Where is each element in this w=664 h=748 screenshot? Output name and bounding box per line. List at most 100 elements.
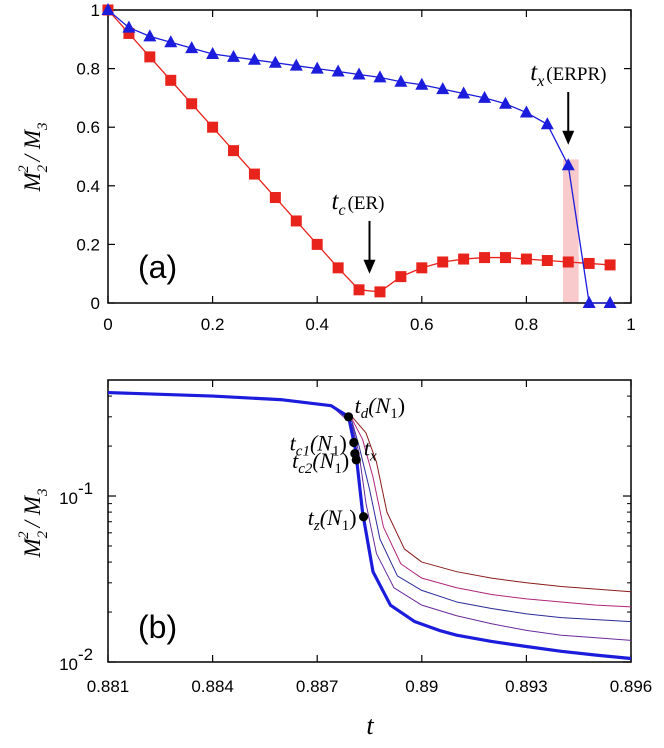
x-tick-label-b: 0.887 bbox=[296, 677, 339, 696]
svg-text:M22/ M3: M22/ M3 bbox=[16, 489, 51, 559]
y-tick-exponent-b: -2 bbox=[78, 645, 93, 664]
marked-point-tc1 bbox=[349, 437, 359, 448]
data-point-ER bbox=[269, 192, 281, 204]
plot-frame-b bbox=[107, 379, 632, 663]
x-tick-label-a: 0.4 bbox=[305, 315, 329, 334]
series-a bbox=[101, 3, 617, 308]
data-point-ER bbox=[437, 256, 449, 268]
data-point-ER bbox=[186, 98, 198, 110]
marked-point-label-tc2: tc2(N1) bbox=[292, 448, 349, 477]
panel-label-b: (b) bbox=[138, 609, 177, 645]
data-point-ERPR bbox=[457, 86, 471, 99]
series-line-curve-4 bbox=[107, 392, 632, 641]
data-point-ERPR bbox=[206, 46, 220, 59]
axis-ticks-a: 0 0.2 0.4 0.6 0.8 1 0 0.2 0.4 0.6 0.8 1 bbox=[76, 1, 635, 334]
x-tick-label-b: 0.896 bbox=[610, 677, 653, 696]
x-tick-label-b: 0.893 bbox=[505, 677, 548, 696]
data-point-ER bbox=[123, 27, 135, 39]
y-tick-label-a: 0 bbox=[91, 294, 100, 313]
marked-point-label-tz: tz(N1) bbox=[308, 505, 357, 534]
series-b bbox=[107, 390, 632, 661]
annotations-a: tc (ER) tx (ERPR) bbox=[332, 59, 606, 274]
marked-point-tc2 bbox=[351, 455, 361, 465]
data-point-ER bbox=[207, 121, 219, 133]
data-point-ER bbox=[228, 145, 240, 157]
annotation-label-tc: tc (ER) bbox=[332, 188, 385, 219]
y-tick-label-b: 10 bbox=[59, 489, 78, 508]
data-point-ERPR bbox=[164, 35, 178, 48]
marked-point-td bbox=[343, 412, 354, 422]
data-point-ERPR bbox=[289, 58, 303, 71]
data-point-ERPR bbox=[436, 82, 450, 95]
data-point-ER bbox=[374, 286, 386, 298]
series-line-curve-2 bbox=[107, 392, 632, 608]
data-point-ERPR bbox=[247, 52, 261, 65]
data-point-ER bbox=[416, 262, 428, 274]
x-tick-label-a: 1 bbox=[626, 315, 635, 334]
data-point-ERPR bbox=[122, 20, 136, 33]
y-tick-label-a: 0.2 bbox=[76, 235, 100, 254]
x-tick-label-b: 0.884 bbox=[191, 677, 234, 696]
data-point-ER bbox=[353, 284, 365, 296]
annotation-arrowhead-tx bbox=[562, 130, 575, 145]
y-axis-label-a: M22/ M3 bbox=[16, 123, 51, 193]
y-tick-exponent-b: -1 bbox=[78, 479, 93, 498]
data-point-ERPR bbox=[101, 3, 115, 15]
data-point-ERPR bbox=[352, 67, 366, 80]
annotation-arrowhead-tc bbox=[363, 259, 376, 274]
svg-text:M22/ M3: M22/ M3 bbox=[16, 123, 51, 193]
x-tick-label-a: 0.2 bbox=[201, 315, 225, 334]
data-point-ERPR bbox=[540, 117, 554, 130]
y-axis-label-b: M22/ M3 bbox=[16, 489, 51, 559]
data-point-ERPR bbox=[519, 105, 533, 118]
data-point-ERPR bbox=[478, 90, 492, 103]
data-point-ERPR bbox=[310, 61, 324, 74]
data-point-ER bbox=[604, 259, 616, 271]
marked-points-b: td(N1) tc1(N1) tx tc2(N1) tz(N1) bbox=[290, 393, 405, 534]
y-tick-label-a: 0.6 bbox=[76, 118, 100, 137]
data-point-ER bbox=[458, 253, 470, 265]
data-point-ERPR bbox=[582, 296, 596, 308]
series-line-ER bbox=[107, 9, 611, 293]
y-tick-label-b: 10 bbox=[59, 655, 78, 674]
data-point-ER bbox=[144, 51, 156, 63]
panel-a: 0 0.2 0.4 0.6 0.8 1 0 0.2 0.4 0.6 0.8 1 tc (ER) tx (ER… bbox=[16, 1, 636, 334]
data-point-ERPR bbox=[498, 96, 512, 109]
data-point-ERPR bbox=[561, 158, 575, 171]
data-point-ERPR bbox=[331, 64, 345, 77]
marked-point-tz bbox=[358, 512, 369, 522]
data-point-ER bbox=[332, 262, 344, 274]
y-tick-label-a: 0.8 bbox=[76, 60, 100, 79]
x-axis-label-b: t bbox=[366, 711, 374, 740]
data-point-ER bbox=[165, 74, 177, 86]
marked-point-label-tc1: tc1(N1) bbox=[290, 431, 347, 460]
data-point-ER bbox=[520, 253, 532, 265]
x-tick-label-b: 0.89 bbox=[405, 677, 438, 696]
plot-frame-a bbox=[107, 9, 632, 304]
x-tick-label-a: 0.6 bbox=[410, 315, 434, 334]
series-line-curve-1 bbox=[107, 392, 632, 593]
data-point-ER bbox=[290, 215, 302, 227]
marked-point-label-tx: tx bbox=[364, 436, 377, 465]
data-point-ERPR bbox=[415, 77, 429, 90]
data-point-ER bbox=[248, 168, 260, 180]
x-tick-label-a: 0.8 bbox=[515, 315, 539, 334]
x-tick-label-b: 0.881 bbox=[87, 677, 130, 696]
data-point-ER bbox=[311, 238, 323, 250]
data-point-ER bbox=[583, 257, 595, 269]
series-line-curve-5 bbox=[107, 390, 632, 661]
data-point-ERPR bbox=[268, 55, 282, 68]
annotation-label-tx: tx (ERPR) bbox=[530, 59, 606, 90]
marked-point-label-td: td(N1) bbox=[355, 393, 405, 422]
panel-label-a: (a) bbox=[138, 249, 177, 285]
data-point-ER bbox=[499, 252, 511, 264]
data-point-ERPR bbox=[185, 41, 199, 54]
data-point-ERPR bbox=[227, 49, 241, 62]
data-point-ER bbox=[479, 252, 491, 264]
data-point-ERPR bbox=[603, 296, 617, 308]
y-tick-label-a: 1 bbox=[91, 1, 100, 20]
data-point-ERPR bbox=[143, 29, 157, 42]
